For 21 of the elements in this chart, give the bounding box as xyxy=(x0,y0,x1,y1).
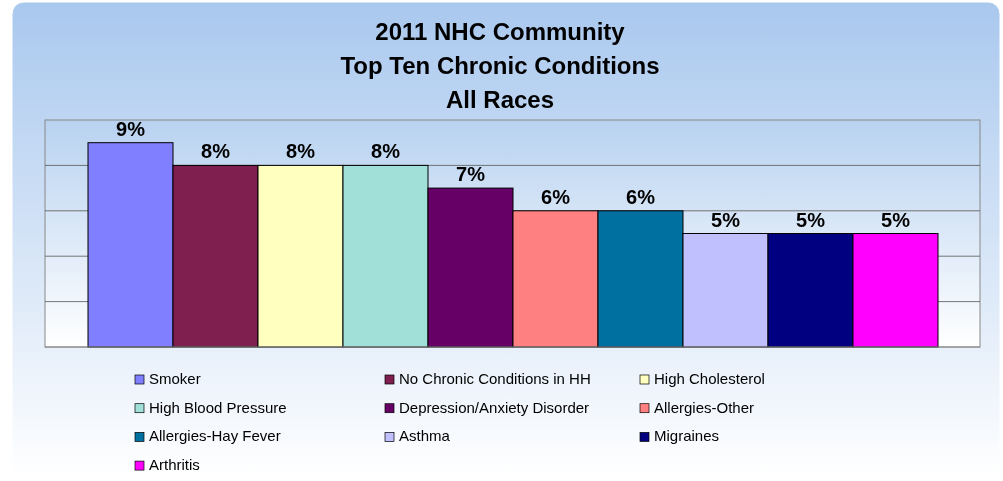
chart-title: 2011 NHC Community Top Ten Chronic Conditions All Races xyxy=(340,18,660,113)
data-label: 5% xyxy=(711,208,741,231)
data-label: 8% xyxy=(201,140,231,163)
legend-label: Asthma xyxy=(399,427,451,445)
legend-label: Migraines xyxy=(654,427,720,445)
legend-label: High Cholesterol xyxy=(654,370,765,387)
data-label: 7% xyxy=(456,163,486,186)
data-label: 9% xyxy=(116,117,146,140)
legend-label: No Chronic Conditions in HH xyxy=(399,370,591,387)
legend-label: Arthritis xyxy=(149,456,200,474)
legend-label: Allergies-Hay Fever xyxy=(149,427,281,445)
data-label: 6% xyxy=(541,185,571,208)
legend-label: High Blood Pressure xyxy=(149,398,287,416)
legend-label: Allergies-Other xyxy=(654,398,755,416)
data-label: 6% xyxy=(626,185,656,208)
data-label: 8% xyxy=(286,140,316,163)
legend-label: Depression/Anxiety Disorder xyxy=(399,398,590,416)
data-label: 5% xyxy=(881,208,911,231)
data-label: 5% xyxy=(796,208,826,231)
legend-label: Smoker xyxy=(149,370,201,387)
data-label: 8% xyxy=(371,140,401,163)
